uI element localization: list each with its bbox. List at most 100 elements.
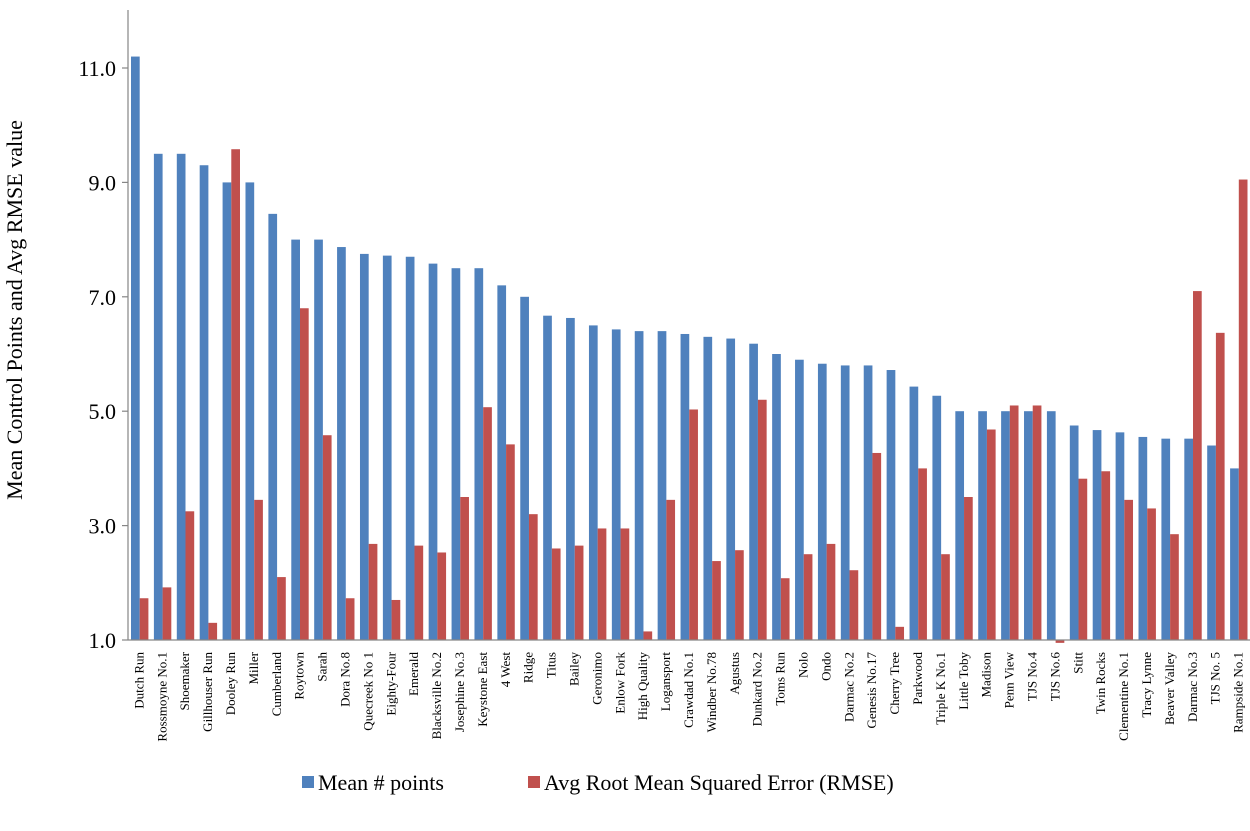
bar-rmse-0 — [139, 598, 149, 640]
bar-mean-points-6 — [268, 213, 278, 641]
x-category-label-10: Quecreek No 1 — [360, 652, 375, 731]
bar-mean-points-21 — [611, 329, 621, 640]
bar-mean-points-25 — [703, 336, 713, 640]
bar-rmse-26 — [735, 550, 744, 640]
bar-mean-points-24 — [680, 333, 690, 640]
bar-rmse-40 — [1055, 640, 1065, 643]
bar-rmse-7 — [299, 308, 309, 640]
x-category-label-19: Bailey — [567, 652, 582, 686]
x-category-label-45: Beaver Valley — [1162, 652, 1177, 726]
x-category-label-18: Titus — [544, 652, 559, 678]
x-category-label-4: Dooley Run — [223, 652, 238, 716]
x-category-label-29: Nolo — [795, 652, 810, 678]
y-tick-label-2: 5.0 — [89, 399, 117, 424]
bar-rmse-13 — [437, 552, 447, 640]
bar-mean-points-39 — [1024, 411, 1033, 640]
bar-rmse-33 — [895, 626, 905, 640]
bar-rmse-30 — [826, 543, 836, 640]
x-category-label-6: Cumberland — [269, 652, 284, 717]
bar-mean-points-4 — [222, 182, 232, 640]
bar-mean-points-14 — [451, 268, 461, 640]
bar-mean-points-12 — [405, 256, 415, 640]
bar-mean-points-7 — [291, 239, 300, 640]
bar-rmse-36 — [964, 497, 973, 640]
bar-mean-points-31 — [840, 365, 850, 640]
bar-mean-points-9 — [337, 247, 346, 641]
x-category-label-40: TJS No.6 — [1047, 652, 1062, 702]
x-category-label-31: Darmac No.2 — [841, 652, 856, 722]
x-category-label-5: Miller — [246, 651, 261, 684]
bar-rmse-47 — [1215, 332, 1225, 640]
bar-mean-points-17 — [520, 296, 529, 640]
bar-rmse-25 — [712, 561, 721, 640]
bar-rmse-32 — [872, 452, 882, 640]
bar-mean-points-15 — [474, 268, 484, 640]
bar-mean-points-48 — [1230, 468, 1239, 640]
bar-mean-points-18 — [543, 315, 552, 640]
x-category-label-0: Dutch Run — [131, 652, 146, 709]
bar-mean-points-23 — [657, 331, 667, 640]
bar-mean-points-13 — [428, 263, 438, 640]
bar-mean-points-41 — [1069, 425, 1079, 640]
bar-mean-points-38 — [1001, 411, 1010, 640]
x-category-label-26: Agustus — [727, 652, 742, 695]
bar-mean-points-0 — [131, 56, 140, 641]
bar-rmse-31 — [849, 570, 859, 640]
x-category-label-48: Rampside No.1 — [1231, 652, 1246, 733]
x-labels: Dutch Run Rossmoyne No.1 Shoemaker Gillhous… — [131, 651, 1245, 741]
bar-mean-points-33 — [886, 370, 896, 640]
bar-rmse-12 — [414, 545, 424, 640]
bar-rmse-45 — [1170, 534, 1179, 640]
bar-rmse-28 — [780, 578, 790, 640]
bar-rmse-21 — [620, 528, 630, 640]
bar-rmse-29 — [803, 554, 813, 640]
plot-area — [131, 56, 1248, 643]
x-category-label-13: Blacksville No.2 — [429, 652, 444, 739]
bar-mean-points-29 — [795, 359, 804, 640]
bar-rmse-15 — [483, 407, 492, 640]
bar-rmse-37 — [986, 429, 996, 640]
legend-swatch-rmse — [528, 776, 540, 788]
bar-rmse-10 — [368, 543, 378, 640]
bar-mean-points-26 — [726, 338, 736, 640]
bar-mean-points-43 — [1115, 432, 1125, 640]
bar-mean-points-16 — [497, 285, 507, 640]
x-category-label-3: Gillhouser Run — [200, 652, 215, 732]
legend-label-mean-points: Mean # points — [318, 770, 444, 795]
x-category-label-20: Geronimo — [589, 652, 604, 705]
bar-mean-points-47 — [1207, 445, 1216, 640]
x-category-label-38: Penn View — [1002, 651, 1017, 708]
x-category-label-11: Eighty-Four — [383, 651, 398, 715]
x-category-label-14: Josephine No.3 — [452, 652, 467, 732]
x-category-label-41: Stitt — [1070, 652, 1085, 674]
bar-rmse-8 — [322, 435, 332, 640]
x-category-label-25: Windber No.78 — [704, 652, 719, 732]
y-tick-label-5: 11.0 — [78, 56, 116, 81]
bar-rmse-22 — [643, 631, 653, 640]
bar-mean-points-3 — [199, 165, 209, 641]
bar-rmse-44 — [1147, 508, 1156, 640]
x-category-label-8: Sarah — [315, 652, 330, 682]
x-category-label-42: Twin Rocks — [1093, 652, 1108, 714]
x-category-label-21: Enlow Fork — [612, 652, 627, 714]
bar-rmse-9 — [345, 598, 355, 640]
bar-mean-points-36 — [955, 411, 965, 640]
y-tick-label-4: 9.0 — [89, 170, 117, 195]
bar-mean-points-45 — [1161, 438, 1171, 640]
bar-rmse-48 — [1238, 179, 1248, 641]
x-category-label-27: Dunkard No.2 — [750, 652, 765, 726]
legend-swatch-mean-points — [302, 776, 314, 788]
x-category-label-33: Cherry Tree — [887, 652, 902, 715]
bar-mean-points-20 — [588, 325, 598, 640]
bar-mean-points-37 — [978, 411, 987, 640]
bar-rmse-35 — [941, 554, 950, 640]
bar-mean-points-10 — [359, 253, 369, 640]
bar-mean-points-8 — [314, 239, 323, 640]
y-ticks: 1.0 3.0 5.0 7.0 9.0 11.0 — [78, 56, 128, 653]
bar-rmse-16 — [506, 444, 515, 640]
y-tick-label-0: 1.0 — [89, 628, 117, 653]
x-category-label-2: Shoemaker — [177, 651, 192, 710]
bar-rmse-41 — [1078, 478, 1088, 640]
x-category-label-12: Emerald — [406, 652, 421, 697]
